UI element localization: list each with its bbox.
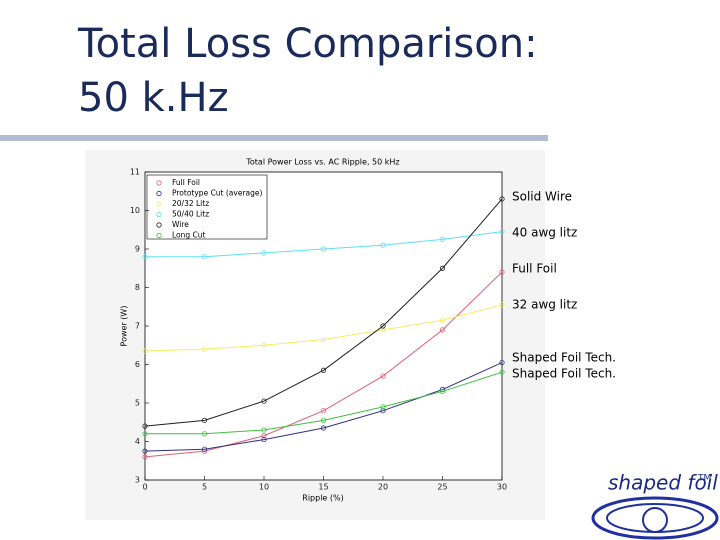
legend-label: Wire <box>172 220 189 229</box>
point <box>499 359 505 366</box>
logo: shaped foil TM <box>591 471 719 540</box>
point <box>439 317 446 323</box>
annotation: Full Foil <box>512 262 557 276</box>
annotation: Solid Wire <box>512 190 572 204</box>
legend-marker <box>156 222 162 228</box>
point <box>499 302 505 308</box>
annotation: Shaped Foil Tech. <box>512 351 616 365</box>
x-tick-label: 5 <box>202 483 207 492</box>
annotation: 32 awg litz <box>512 298 577 312</box>
logo-ring <box>591 496 719 540</box>
point <box>380 373 386 379</box>
x-axis-label: Ripple (%) <box>302 494 343 503</box>
point <box>320 408 327 414</box>
point <box>380 404 386 410</box>
point <box>142 254 148 260</box>
series-line <box>144 198 503 427</box>
x-tick-label: 10 <box>259 483 269 492</box>
point <box>142 431 148 437</box>
point <box>380 408 386 414</box>
point <box>439 236 446 242</box>
legend-marker <box>156 190 162 197</box>
point <box>201 431 208 437</box>
legend-label: Long Cut <box>172 231 206 240</box>
logo-tm: TM <box>697 474 711 484</box>
point <box>201 446 208 452</box>
legend-marker <box>156 201 162 207</box>
y-tick-label: 4 <box>135 437 140 446</box>
y-tick-label: 5 <box>135 399 140 408</box>
series-line <box>145 371 503 435</box>
x-tick-label: 20 <box>378 483 388 492</box>
point <box>499 269 505 275</box>
point <box>201 254 208 260</box>
point <box>201 417 208 423</box>
y-tick-label: 6 <box>135 360 140 369</box>
x-tick-label: 0 <box>142 483 147 492</box>
y-tick-label: 3 <box>135 476 140 485</box>
legend <box>146 174 268 240</box>
point <box>261 398 267 404</box>
x-tick-label: 30 <box>497 483 507 492</box>
y-tick-label: 7 <box>135 322 140 331</box>
legend-label: Prototype Cut (average) <box>172 189 263 198</box>
point <box>320 417 327 423</box>
point <box>142 423 148 429</box>
point <box>261 342 267 348</box>
chart-title: Total Power Loss vs. AC Ripple, 50 kHz <box>245 158 399 167</box>
point <box>439 265 446 271</box>
point <box>261 427 267 433</box>
point <box>320 367 327 373</box>
point <box>439 327 446 333</box>
point <box>380 327 386 333</box>
point <box>142 448 148 454</box>
point <box>320 336 327 343</box>
y-tick-label: 10 <box>130 206 140 215</box>
point <box>499 369 505 375</box>
point <box>261 433 267 439</box>
legend-marker <box>156 180 162 186</box>
y-tick-label: 9 <box>135 245 140 254</box>
slide-title: 50 k.Hz <box>78 75 229 121</box>
point <box>499 229 505 235</box>
legend-marker <box>156 232 162 239</box>
point <box>142 348 148 354</box>
slide-title: Total Loss Comparison: <box>77 21 538 67</box>
logo-text: shaped foil <box>608 471 718 495</box>
point <box>142 454 148 460</box>
annotation: Shaped Foil Tech. <box>512 367 616 381</box>
title-rule <box>0 135 548 141</box>
y-tick-label: 8 <box>135 283 140 292</box>
point <box>261 436 267 443</box>
point <box>439 388 446 395</box>
y-tick-label: 11 <box>130 168 140 177</box>
point <box>320 246 327 252</box>
point <box>201 346 208 352</box>
point <box>261 250 267 256</box>
x-tick-label: 25 <box>437 483 447 492</box>
logo-globe <box>642 507 668 533</box>
legend-label: 20/32 Litz <box>172 199 209 208</box>
point <box>380 323 386 329</box>
legend-marker <box>156 211 162 218</box>
y-axis-label: Power (W) <box>120 306 129 347</box>
legend-label: Full Foil <box>172 178 200 187</box>
series-line <box>145 231 503 258</box>
annotation: 40 awg litz <box>512 226 577 240</box>
legend-label: 50/40 Litz <box>172 210 209 219</box>
x-tick-label: 15 <box>318 483 328 492</box>
series-line <box>144 304 503 352</box>
point <box>380 242 386 248</box>
point <box>499 196 505 202</box>
point <box>320 425 327 431</box>
